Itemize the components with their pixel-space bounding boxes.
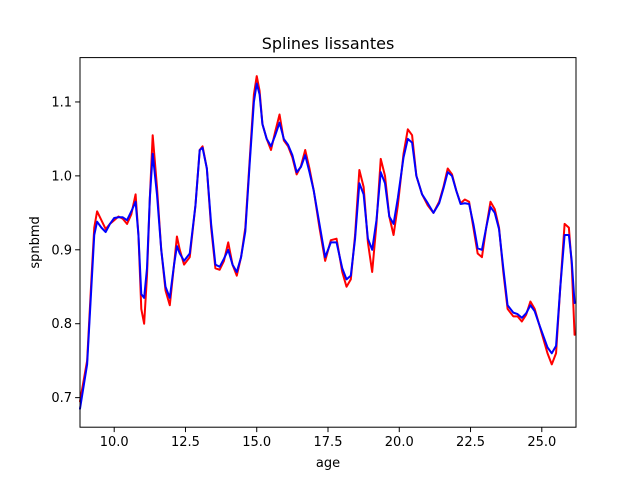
y-tick-label: 1.0 bbox=[51, 169, 72, 184]
x-axis-label: age bbox=[316, 456, 340, 471]
x-tick-label: 20.0 bbox=[385, 435, 414, 450]
y-axis-ticks: 0.7 0.8 0.9 1.0 1.1 bbox=[51, 95, 80, 406]
y-tick-label: 0.8 bbox=[51, 317, 72, 332]
x-tick-label: 10.0 bbox=[100, 435, 129, 450]
x-axis-ticks: 10.0 12.5 15.0 17.5 20.0 22.5 25.0 bbox=[100, 427, 556, 450]
y-axis-label: spnbmd bbox=[28, 216, 43, 268]
series-line-2 bbox=[79, 82, 576, 410]
chart-title: Splines lissantes bbox=[262, 34, 395, 53]
y-tick-label: 1.1 bbox=[51, 95, 72, 110]
x-tick-label: 25.0 bbox=[527, 435, 556, 450]
y-tick-label: 0.9 bbox=[51, 243, 72, 258]
y-tick-label: 0.7 bbox=[51, 391, 72, 406]
x-tick-label: 22.5 bbox=[456, 435, 485, 450]
series-layer bbox=[79, 75, 576, 410]
x-tick-label: 15.0 bbox=[242, 435, 271, 450]
x-tick-label: 12.5 bbox=[171, 435, 200, 450]
x-tick-label: 17.5 bbox=[314, 435, 343, 450]
